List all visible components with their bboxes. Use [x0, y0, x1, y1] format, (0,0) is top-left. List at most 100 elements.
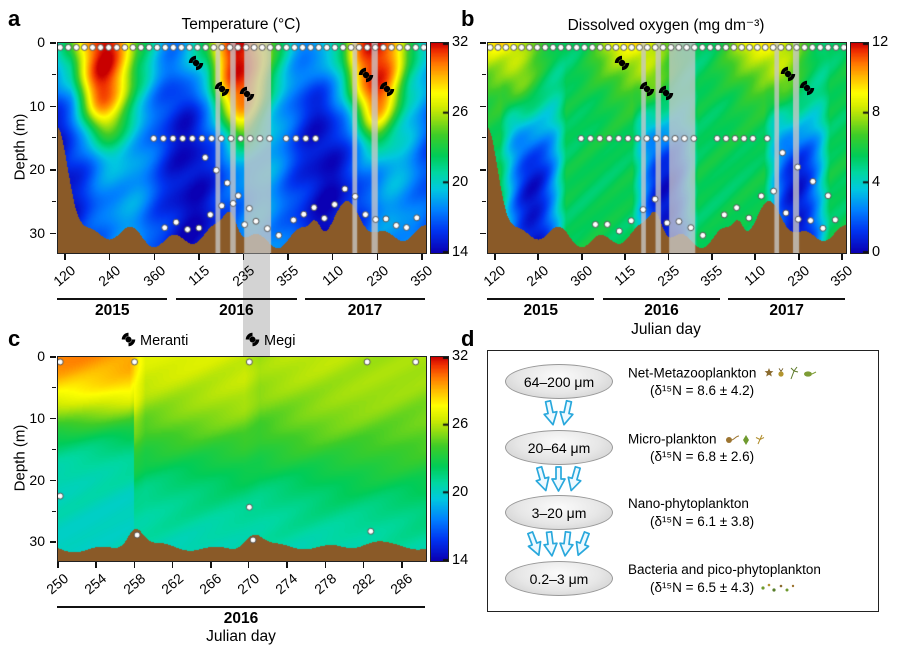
typhoon-icon [239, 86, 255, 102]
y-tick-label: 0 [37, 34, 45, 50]
colorbar-tick-label: 14 [452, 552, 469, 568]
x-tick-mark [286, 562, 288, 568]
plankton-name-row: Nano-phytoplankton [628, 496, 749, 511]
x-tick-label: 110 [741, 262, 769, 289]
y-tick-mark [480, 105, 486, 108]
y-minor-tick-mark [52, 201, 56, 203]
delta15n-value: (δ¹⁵N = 6.8 ± 2.6) [650, 449, 755, 464]
x-tick-label: 240 [523, 262, 552, 290]
x-tick-label: 115 [611, 262, 639, 289]
x-tick-mark [537, 254, 539, 260]
y-tick-label: 10 [29, 97, 45, 114]
y-tick-label: 30 [29, 533, 45, 550]
zooplankton-icons [764, 366, 817, 380]
x-tick-mark [133, 562, 136, 568]
x-tick-label: 235 [653, 262, 683, 290]
year-bracket-line [728, 298, 845, 300]
y-minor-tick-mark [482, 201, 486, 203]
x-tick-mark [362, 562, 365, 568]
y-tick-mark [480, 169, 486, 171]
x-tick-label: 350 [827, 262, 856, 290]
x-tick-label: 262 [157, 570, 187, 598]
picoplankton-icons [761, 584, 795, 593]
x-tick-mark [57, 562, 59, 568]
y-tick-mark [50, 479, 56, 482]
year-bracket-line [57, 298, 168, 300]
typhoon-icon [379, 81, 395, 97]
plankton-name: Nano-phytoplankton [628, 496, 749, 511]
typhoon-icon [799, 80, 815, 96]
x-tick-mark [841, 254, 843, 260]
colorbar-tick-label: 8 [872, 104, 881, 120]
typhoon-icon [358, 67, 374, 83]
x-tick-mark [798, 254, 800, 260]
year-label: 2016 [223, 610, 259, 627]
typhoon-icon [780, 66, 796, 82]
x-tick-label: 278 [310, 570, 339, 598]
y-tick-mark [50, 541, 56, 543]
size-class-label: 0.2–3 μm [529, 570, 589, 587]
y-tick-mark [50, 232, 56, 235]
x-tick-mark [754, 254, 756, 260]
year-bracket-line [487, 298, 595, 300]
panel-c-label: c [8, 326, 21, 351]
y-tick-mark [50, 42, 56, 44]
flow-arrow-icon [558, 399, 574, 426]
flow-arrow-icon [575, 531, 590, 557]
flow-arrow-icon [566, 465, 582, 492]
y-tick-label: 20 [29, 161, 45, 178]
flow-arrow-icon [558, 530, 574, 557]
flow-arrow-icon [526, 531, 541, 557]
flow-arrow-icon [550, 466, 566, 492]
typhoon-icon [214, 81, 230, 97]
panel-a-label: a [8, 6, 21, 31]
colorbar-tick-label: 20 [452, 174, 469, 190]
x-tick-mark [401, 562, 403, 568]
dissolved-oxygen-heatmap [487, 42, 847, 254]
year-bracket-line [57, 606, 425, 608]
x-tick-label: 110 [318, 262, 347, 289]
y-tick-label: 0 [37, 348, 45, 364]
year-label: 2017 [347, 302, 383, 319]
x-tick-label: 258 [119, 570, 148, 598]
y-tick-mark [50, 417, 56, 420]
y-minor-tick-mark [52, 73, 56, 75]
storm-meranti-label: Meranti [140, 333, 189, 349]
year-bracket-line [602, 298, 721, 300]
size-class-ellipse-02-3: 0.2–3 μm [505, 561, 613, 596]
plankton-name: Net-Metazooplankton [628, 365, 757, 381]
typhoon-icon [639, 81, 655, 97]
delta15n-value: (δ¹⁵N = 6.5 ± 4.3) [650, 580, 799, 595]
flow-arrow-icon [542, 399, 558, 426]
colorbar-tick-label: 20 [452, 484, 469, 500]
x-tick-label: 115 [185, 262, 213, 289]
x-tick-label: 250 [43, 570, 72, 598]
x-tick-label: 240 [94, 262, 124, 290]
year-bracket-line [305, 298, 425, 300]
colorbar-tick-label: 4 [872, 174, 881, 190]
colorbar-tick-label: 12 [872, 34, 889, 50]
y-tick-label: 10 [29, 409, 45, 426]
panel-b-label: b [461, 6, 475, 31]
flow-arrows-1 [505, 399, 611, 426]
colorbar-tick-label: 26 [452, 416, 469, 432]
plankton-name-row: Bacteria and pico-phytoplankton [628, 562, 821, 577]
plankton-name-row: Net-Metazooplankton [628, 365, 819, 383]
colorbar-tick-label: 0 [872, 244, 881, 260]
year-label: 2017 [769, 302, 804, 319]
x-tick-mark [324, 562, 327, 568]
temperature-colorbar [430, 42, 449, 254]
panel-b-title: Dissolved oxygen (mg dm⁻³) [567, 17, 765, 34]
colorbar-tick-label: 32 [452, 34, 469, 50]
x-tick-label: 350 [407, 262, 436, 290]
typhoon-icon [614, 55, 630, 71]
size-class-label: 3–20 μm [531, 504, 587, 521]
y-minor-tick-mark [52, 137, 56, 139]
storm-megi-label: Megi [264, 333, 296, 349]
y-tick-mark [480, 232, 486, 235]
julian-day-label-c: Julian day [206, 628, 276, 645]
y-minor-tick-mark [482, 73, 486, 75]
x-tick-label: 355 [273, 262, 302, 290]
oxygen-colorbar [850, 42, 869, 254]
